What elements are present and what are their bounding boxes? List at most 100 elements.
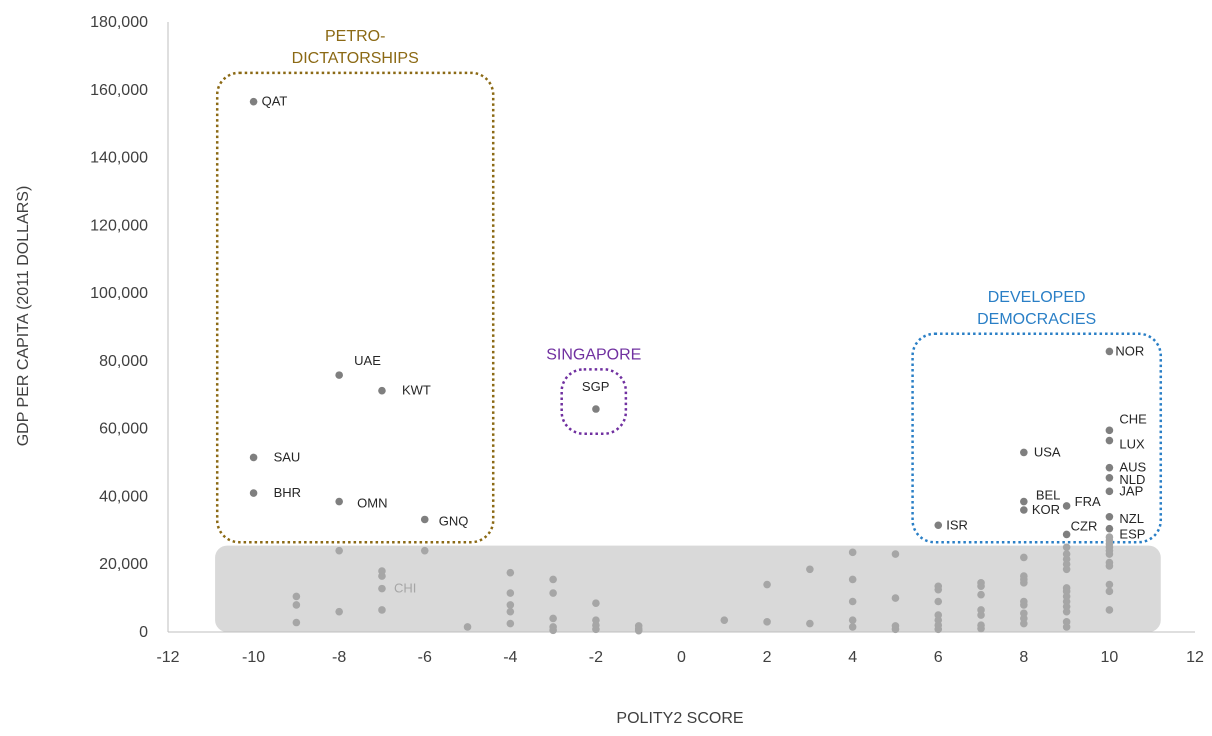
data-point	[934, 597, 943, 606]
data-point	[292, 601, 301, 609]
point-label: USA	[1034, 444, 1061, 459]
data-point	[1062, 543, 1071, 552]
data-point	[378, 584, 386, 593]
point-label: SGP	[582, 379, 609, 394]
shaded-band-layer	[215, 545, 1161, 632]
data-point	[1062, 565, 1071, 574]
data-point	[1062, 502, 1071, 510]
point-label: LUX	[1119, 437, 1145, 452]
y-tick-label: 180,000	[90, 14, 148, 31]
point-label: CHE	[1119, 411, 1147, 426]
data-point	[549, 575, 557, 584]
data-point	[249, 97, 258, 106]
data-point	[378, 386, 386, 395]
annotation-title: DEVELOPED	[988, 289, 1086, 306]
data-point	[1105, 524, 1114, 533]
y-axis-title: GDP PER CAPITA (2011 DOLLARS)	[15, 186, 32, 447]
data-point	[848, 575, 857, 584]
point-label: KOR	[1032, 502, 1060, 517]
y-tick-label: 80,000	[99, 353, 148, 370]
data-point	[420, 515, 429, 524]
data-point	[848, 616, 857, 624]
data-point	[1105, 587, 1114, 596]
point-label: CZR	[1071, 518, 1098, 533]
data-point	[1105, 463, 1114, 472]
annotation-box	[911, 332, 1163, 544]
point-label: BEL	[1036, 488, 1061, 503]
points-layer	[249, 97, 1114, 635]
data-point	[1020, 579, 1028, 587]
point-label: OMN	[357, 496, 387, 511]
data-point	[1020, 448, 1028, 457]
point-label: NZL	[1119, 511, 1144, 526]
data-point	[1020, 553, 1028, 562]
data-point	[1020, 497, 1028, 506]
x-tick-label: 10	[1101, 649, 1119, 666]
point-label: CHI	[394, 581, 416, 596]
y-tick-label: 20,000	[99, 556, 148, 573]
data-point	[1105, 580, 1114, 589]
data-point	[592, 625, 600, 634]
data-point	[335, 607, 343, 616]
data-point	[891, 550, 900, 558]
data-point	[848, 548, 857, 557]
data-point	[335, 371, 343, 379]
point-label: FRA	[1075, 494, 1101, 509]
data-point	[249, 453, 258, 462]
data-point	[1105, 436, 1114, 445]
data-point	[335, 497, 343, 506]
point-label: SAU	[274, 449, 301, 464]
annotation-title: DEMOCRACIES	[977, 311, 1096, 328]
x-tick-label: -10	[242, 649, 265, 666]
data-point	[249, 489, 258, 497]
shaded-band	[215, 545, 1161, 632]
data-point	[891, 594, 900, 602]
data-point	[506, 589, 515, 597]
data-point	[806, 565, 814, 574]
point-label: GNQ	[439, 513, 469, 528]
annotation-title: SINGAPORE	[546, 346, 641, 363]
x-tick-label: 8	[1019, 649, 1028, 666]
point-label: BHR	[274, 485, 301, 500]
y-tick-label: 0	[139, 624, 148, 641]
data-point	[420, 546, 429, 555]
x-tick-label: 0	[677, 649, 686, 666]
annotation-title: DICTATORSHIPS	[292, 50, 419, 67]
data-point	[848, 597, 857, 606]
data-point	[506, 607, 515, 616]
x-tick-label: -8	[332, 649, 346, 666]
x-axis-title: POLITY2 SCORE	[616, 710, 743, 727]
data-point	[1105, 474, 1114, 482]
data-point	[506, 619, 515, 628]
data-point	[1105, 426, 1114, 435]
data-point	[634, 626, 643, 635]
y-tick-label: 160,000	[90, 82, 148, 99]
data-point	[549, 626, 557, 635]
data-point	[506, 568, 515, 577]
point-label: UAE	[354, 353, 381, 368]
data-point	[549, 614, 557, 623]
data-point	[592, 599, 600, 607]
data-point	[335, 546, 343, 555]
point-label: NLD	[1119, 472, 1145, 487]
data-point	[549, 589, 557, 597]
point-label: QAT	[262, 94, 288, 109]
x-tick-label: 6	[934, 649, 943, 666]
x-tick-label: 2	[763, 649, 772, 666]
data-point	[1105, 512, 1114, 521]
data-point	[592, 405, 600, 413]
data-point	[1020, 619, 1028, 628]
point-label: AUS	[1119, 460, 1146, 475]
data-point	[378, 606, 386, 614]
point-label: JAP	[1119, 483, 1143, 498]
data-point	[292, 618, 301, 627]
y-tick-label: 40,000	[99, 488, 148, 505]
data-point	[1105, 606, 1114, 614]
data-point	[292, 592, 301, 601]
x-tick-label: 12	[1186, 649, 1204, 666]
data-point	[1105, 487, 1114, 496]
annotation-title: PETRO-	[325, 28, 385, 45]
y-tick-label: 120,000	[90, 217, 148, 234]
